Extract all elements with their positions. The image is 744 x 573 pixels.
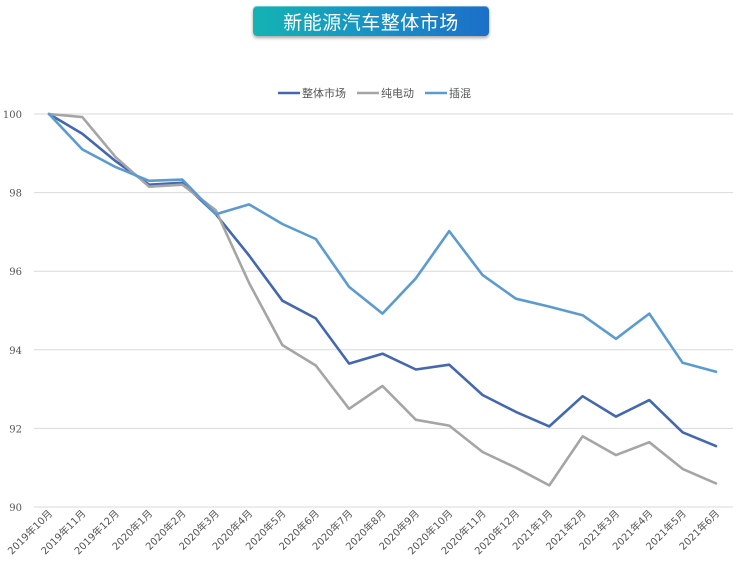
y-tick-label: 92: [9, 424, 22, 435]
legend-label: 插混: [449, 86, 471, 100]
series-line-整体市场: [47, 112, 718, 448]
y-tick-label: 100: [3, 110, 22, 121]
series-line-插混: [47, 112, 718, 374]
legend-label: 整体市场: [302, 86, 346, 100]
chart-title-banner: 新能源汽车整体市场: [253, 6, 489, 36]
y-tick-label: 94: [9, 346, 22, 357]
legend-label: 纯电动: [381, 87, 414, 100]
y-tick-label: 98: [9, 189, 22, 200]
series-line-纯电动: [47, 112, 718, 487]
y-tick-label: 96: [9, 267, 22, 278]
y-tick-label: 90: [9, 503, 22, 514]
chart-title: 新能源汽车整体市场: [283, 11, 459, 34]
